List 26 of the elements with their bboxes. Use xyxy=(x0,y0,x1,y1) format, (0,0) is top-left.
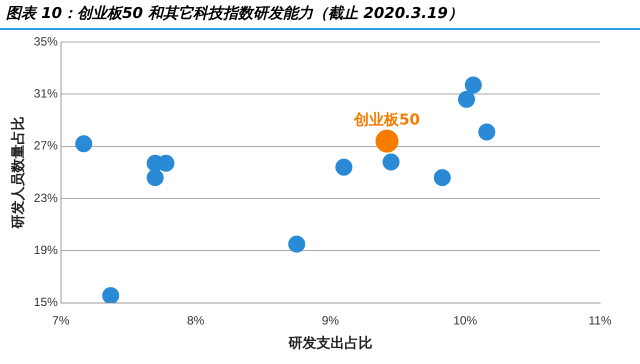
series-label: 创业板50 xyxy=(353,110,420,128)
point xyxy=(478,123,496,140)
y-tick-label: 27% xyxy=(34,138,58,153)
x-tick-label: 11% xyxy=(588,313,612,328)
point xyxy=(464,76,482,94)
point xyxy=(288,236,306,253)
point xyxy=(458,90,476,108)
x-tick-label: 8% xyxy=(186,313,205,328)
point xyxy=(382,153,400,170)
point xyxy=(102,287,120,303)
point xyxy=(146,169,164,186)
y-tick-label: 15% xyxy=(34,295,58,310)
point xyxy=(434,169,451,186)
chart-title: 图表 10：创业板50 和其它科技指数研发能力（截止 2020.3.19） xyxy=(0,0,640,30)
x-tick-label: 7% xyxy=(52,313,70,328)
y-tick-label: 23% xyxy=(34,190,58,205)
point xyxy=(335,158,352,176)
x-axis-title: 研发支出占比 xyxy=(287,334,372,350)
point xyxy=(75,135,92,152)
x-tick-label: 10% xyxy=(453,313,478,328)
y-tick-label: 31% xyxy=(34,86,58,100)
y-axis-title: 研发人员数量占比 xyxy=(9,116,26,230)
x-tick-label: 9% xyxy=(322,313,340,328)
y-tick-label: 19% xyxy=(34,242,58,257)
y-tick-label: 35% xyxy=(34,34,58,48)
point xyxy=(376,130,399,153)
